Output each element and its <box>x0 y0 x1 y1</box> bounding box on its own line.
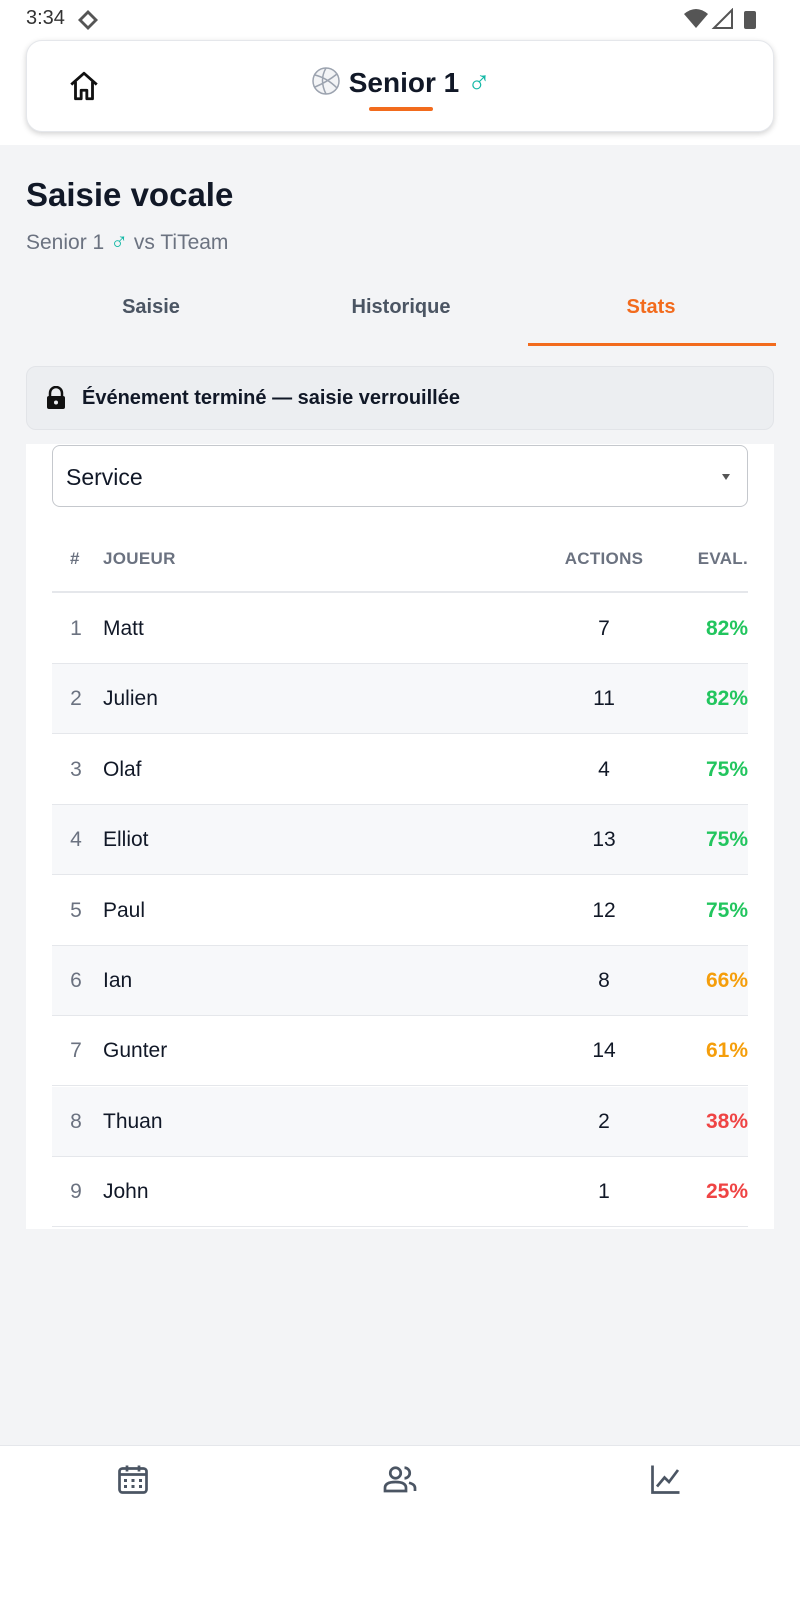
col-header: ACTIONS <box>564 549 644 568</box>
subtitle-gender: ♂ <box>110 228 129 255</box>
rank: 9 <box>70 1180 82 1204</box>
header-title-row: Senior 1 ♂ <box>27 63 775 100</box>
evaluation: 66% <box>705 969 748 992</box>
col-header: JOUEUR <box>103 549 176 568</box>
player-name: Paul <box>103 898 146 922</box>
actions: 7 <box>598 617 610 640</box>
player-name: Gunter <box>103 1039 168 1063</box>
stats-panel: Service # JOUEUR ACTIONS EVAL. 1 Matt 7 82%… <box>26 444 774 1229</box>
rank: 6 <box>70 969 82 992</box>
table-row: 4 Elliot 13 75% <box>52 805 748 876</box>
actions: 13 <box>592 828 616 852</box>
header-title: Senior 1 <box>348 67 460 98</box>
table-row: 8 Thuan 2 38% <box>52 1086 748 1157</box>
evaluation: 75% <box>705 757 748 781</box>
actions: 8 <box>598 969 610 992</box>
volleyball-icon <box>312 67 340 95</box>
subtitle-team: Senior 1 <box>26 231 105 254</box>
page-subtitle: Senior 1 ♂ vs TiTeam <box>26 228 228 256</box>
tab-indicator <box>528 343 776 346</box>
rank: 1 <box>70 617 82 640</box>
table-row: 6 Ian 8 66% <box>52 946 748 1016</box>
tab[interactable]: Saisie <box>122 296 180 318</box>
lock-banner: Événement terminé — saisie verrouillée <box>26 366 774 430</box>
status-icons <box>684 8 756 29</box>
table-row: 9 John 1 25% <box>52 1157 748 1228</box>
player-name: Thuan <box>103 1109 163 1133</box>
player-name: Elliot <box>103 828 149 852</box>
table-row: 2 Julien 11 82% <box>52 664 748 735</box>
page-title: Saisie vocale <box>26 176 234 213</box>
select-value: Service <box>66 464 143 490</box>
evaluation: 38% <box>705 1109 748 1133</box>
gender-icon: ♂ <box>467 63 492 99</box>
header-divider <box>52 591 748 593</box>
actions: 12 <box>592 898 616 922</box>
select-arrow <box>722 474 730 480</box>
evaluation: 61% <box>705 1039 748 1063</box>
lock-icon <box>47 386 65 409</box>
player-name: John <box>103 1180 149 1204</box>
nav-team[interactable] <box>382 1461 418 1497</box>
player-name: Ian <box>103 969 133 992</box>
nav-stats[interactable] <box>648 1461 684 1497</box>
rank: 5 <box>70 898 82 922</box>
table-row: 5 Paul 12 75% <box>52 875 748 946</box>
tab[interactable]: Stats <box>626 296 676 318</box>
rank: 8 <box>70 1109 82 1133</box>
evaluation: 75% <box>705 898 748 922</box>
actions: 4 <box>598 757 610 781</box>
app-header: Senior 1 ♂ <box>26 40 774 132</box>
player-name: Olaf <box>103 757 142 781</box>
subtitle-opponent: vs TiTeam <box>133 231 229 254</box>
evaluation: 25% <box>705 1180 748 1204</box>
player-name: Matt <box>103 617 144 640</box>
table-row: 3 Olaf 4 75% <box>52 734 748 805</box>
tab[interactable]: Historique <box>351 296 451 318</box>
status-bar: 3:34 <box>0 0 800 38</box>
table-row: 1 Matt 7 82% <box>52 594 748 664</box>
nav-calendar[interactable] <box>115 1461 151 1497</box>
rank: 7 <box>70 1039 82 1063</box>
player-name: Julien <box>103 687 158 711</box>
banner-text: Événement terminé — saisie verrouillée <box>82 387 460 409</box>
actions: 11 <box>593 687 615 711</box>
actions: 2 <box>598 1109 610 1133</box>
time: 3:34 <box>26 7 65 29</box>
col-header: # <box>70 549 80 568</box>
actions: 14 <box>592 1039 616 1063</box>
actions: 1 <box>598 1180 610 1204</box>
evaluation: 82% <box>705 617 748 640</box>
evaluation: 82% <box>705 687 748 711</box>
rank: 4 <box>70 828 82 852</box>
category-select[interactable]: Service <box>52 445 748 507</box>
table-row: 7 Gunter 14 61% <box>52 1016 748 1087</box>
status-icon <box>78 10 98 30</box>
rank: 2 <box>70 687 82 711</box>
home-button[interactable] <box>67 69 101 103</box>
bottom-nav <box>0 1445 800 1600</box>
col-header: EVAL. <box>697 549 748 568</box>
header-underline <box>369 107 433 111</box>
evaluation: 75% <box>705 828 748 852</box>
rank: 3 <box>70 757 82 781</box>
